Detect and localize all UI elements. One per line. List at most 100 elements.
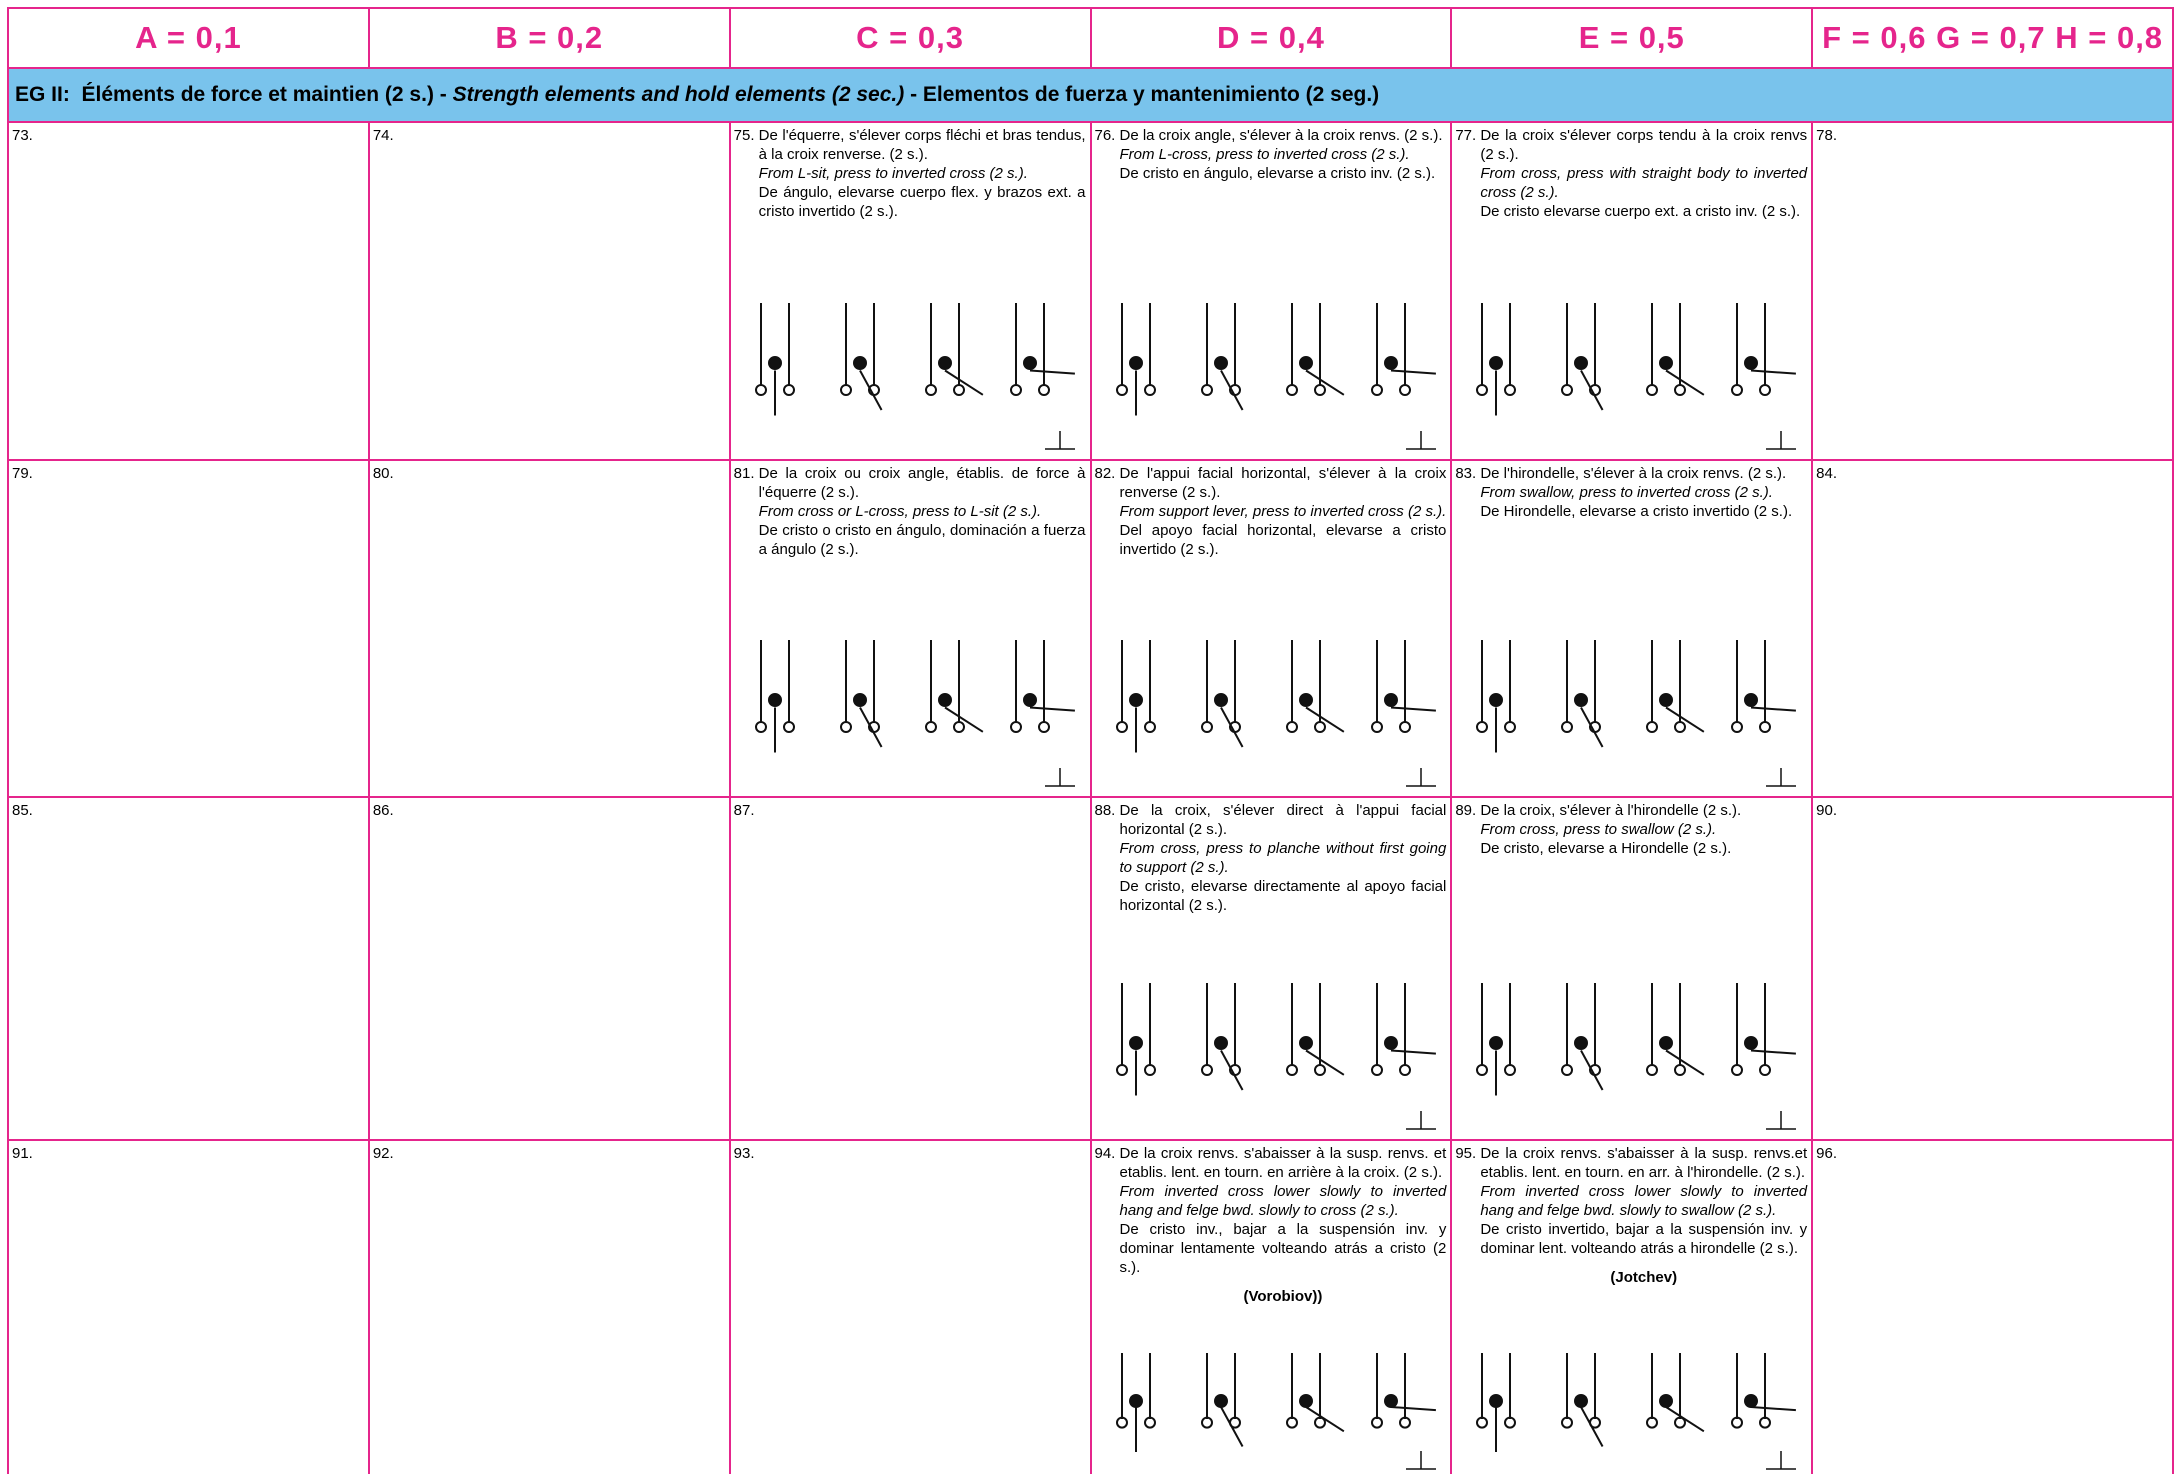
section-en: Strength elements and hold elements (2 s… [452,83,905,106]
illustration [1115,303,1436,450]
element-text: De l'hirondelle, s'élever à la croix ren… [1480,464,1807,521]
text-en: From cross or L-cross, press to L-sit (2… [758,503,1042,520]
text-fr: De la croix, s'élever à l'hirondelle (2 … [1480,802,1742,819]
illustration [1115,1353,1436,1470]
illustration [1476,983,1797,1130]
section-label: EG II: Éléments de force et maintien (2 … [15,83,453,106]
cell: 77. De la croix s'élever corps tendu à la… [1452,123,1814,461]
text-es: Del apoyo facial horizontal, elevarse a … [1119,522,1447,558]
text-es: De cristo invertido, bajar a la suspensi… [1480,1221,1808,1257]
text-fr: De l'hirondelle, s'élever à la croix ren… [1480,465,1787,482]
text-es: De cristo inv., bajar a la suspensión in… [1119,1221,1447,1276]
table: A = 0,1 B = 0,2 C = 0,3 D = 0,4 E = 0,5 F = 0… [7,7,2174,1474]
text-fr: De la croix renvs. s'abaisser à la susp.… [1480,1145,1808,1181]
element-text: De la croix angle, s'élever à la croix r… [1120,126,1447,183]
illustration [1476,303,1797,450]
column-header: E = 0,5 [1452,9,1814,69]
element-number: 93. [733,1145,755,1162]
text-en: From L-sit, press to inverted cross (2 s… [758,165,1028,182]
column-header: A = 0,1 [9,9,370,69]
text-en: From cross, press to swallow (2 s.). [1480,821,1717,838]
cell: 85. [9,798,370,1141]
element-number: 96. [1816,1145,1838,1162]
element-number: 92. [372,1145,394,1162]
text-fr: De la croix, s'élever direct à l'appui f… [1119,802,1447,838]
cell: 96. [1813,1141,2174,1474]
element-text: De la croix, s'élever direct à l'appui f… [1120,801,1447,915]
element-number: 79. [12,465,33,482]
text-es: De cristo elevarse cuerpo ext. a cristo … [1480,203,1801,220]
cell: 95. De la croix renvs. s'abaisser à la su… [1452,1141,1814,1474]
text-fr: De la croix renvs. s'abaisser à la susp.… [1119,1145,1447,1181]
column-header: C = 0,3 [730,9,1092,69]
column-header: D = 0,4 [1091,9,1453,69]
illustration [1476,640,1797,787]
section-es: - Elementos de fuerza y mantenimiento (2… [904,83,1380,106]
element-number: 76. [1094,127,1116,144]
element-number: 87. [733,802,755,819]
element-number: 86. [372,802,394,819]
illustration [1115,983,1436,1130]
cell: 83. De l'hirondelle, s'élever à la croix … [1452,461,1814,798]
cell: 80. [369,461,731,798]
cell: 76. De la croix angle, s'élever à la croi… [1091,123,1453,461]
cell: 79. [9,461,370,798]
text-en: From L-cross, press to inverted cross (2… [1119,146,1410,163]
text-fr: De l'équerre, s'élever corps fléchi et b… [758,127,1086,163]
section-title: EG II: Éléments de force et maintien (2 … [9,69,2174,123]
text-fr: De la croix ou croix angle, établis. de … [758,465,1086,501]
illustration [1476,1353,1797,1470]
cell: 84. [1813,461,2174,798]
cell: 90. [1813,798,2174,1141]
cell: 93. [731,1141,1092,1474]
element-number: 74. [372,127,394,144]
column-header: B = 0,2 [369,9,731,69]
element-number: 83. [1455,465,1477,482]
cell: 73. [9,123,370,461]
element-number: 95. [1455,1145,1477,1162]
cell: 81. De la croix ou croix angle, établis. … [730,461,1092,798]
illustration [754,640,1075,787]
element-number: 75. [733,127,755,144]
text-es: De Hirondelle, elevarse a cristo inverti… [1480,503,1793,520]
text-fr: De la croix angle, s'élever à la croix r… [1119,127,1443,144]
cell: 94. De la croix renvs. s'abaisser à la su… [1092,1141,1453,1474]
element-number: 88. [1094,802,1116,819]
element-number: 90. [1816,802,1838,819]
element-text: De l'appui facial horizontal, s'élever à… [1120,464,1447,559]
element-number: 73. [12,127,33,144]
cell: 74. [369,123,731,461]
element-text: De la croix renvs. s'abaisser à la susp.… [1120,1144,1447,1306]
text-en: From inverted cross lower slowly to inve… [1119,1183,1447,1219]
text-en: From support lever, press to inverted cr… [1119,503,1447,520]
element-number: 91. [12,1145,33,1162]
text-es: De cristo en ángulo, elevarse a cristo i… [1119,165,1436,182]
element-number: 82. [1094,465,1116,482]
text-es: De cristo, elevarse a Hirondelle (2 s.). [1480,840,1732,857]
element-text: De l'équerre, s'élever corps fléchi et b… [759,126,1086,221]
text-es: De cristo o cristo en ángulo, dominación… [758,522,1086,558]
text-en: From swallow, press to inverted cross (2… [1480,484,1773,501]
cell: 92. [370,1141,731,1474]
element-number: 80. [372,465,394,482]
cell: 86. [369,798,731,1141]
cell: 75. De l'équerre, s'élever corps fléchi e… [730,123,1092,461]
element-text: De la croix s'élever corps tendu à la cr… [1480,126,1807,221]
cell: 91. [9,1141,370,1474]
cell: 82. De l'appui facial horizontal, s'éleve… [1091,461,1453,798]
illustration [754,303,1075,450]
element-name: (Jotchev) [1610,1269,1678,1286]
element-number: 78. [1816,127,1838,144]
element-name: (Vorobiov)) [1243,1288,1323,1305]
text-fr: De la croix s'élever corps tendu à la cr… [1480,127,1808,163]
element-number: 89. [1455,802,1477,819]
cell: 87. [730,798,1092,1141]
text-es: De cristo, elevarse directamente al apoy… [1119,878,1447,914]
element-number: 84. [1816,465,1838,482]
element-number: 81. [733,465,755,482]
cell: 89. De la croix, s'élever à l'hirondelle … [1452,798,1814,1141]
text-fr: De l'appui facial horizontal, s'élever à… [1119,465,1447,501]
text-es: De ángulo, elevarse cuerpo flex. y brazo… [758,184,1086,220]
element-text: De la croix renvs. s'abaisser à la susp.… [1480,1144,1807,1287]
